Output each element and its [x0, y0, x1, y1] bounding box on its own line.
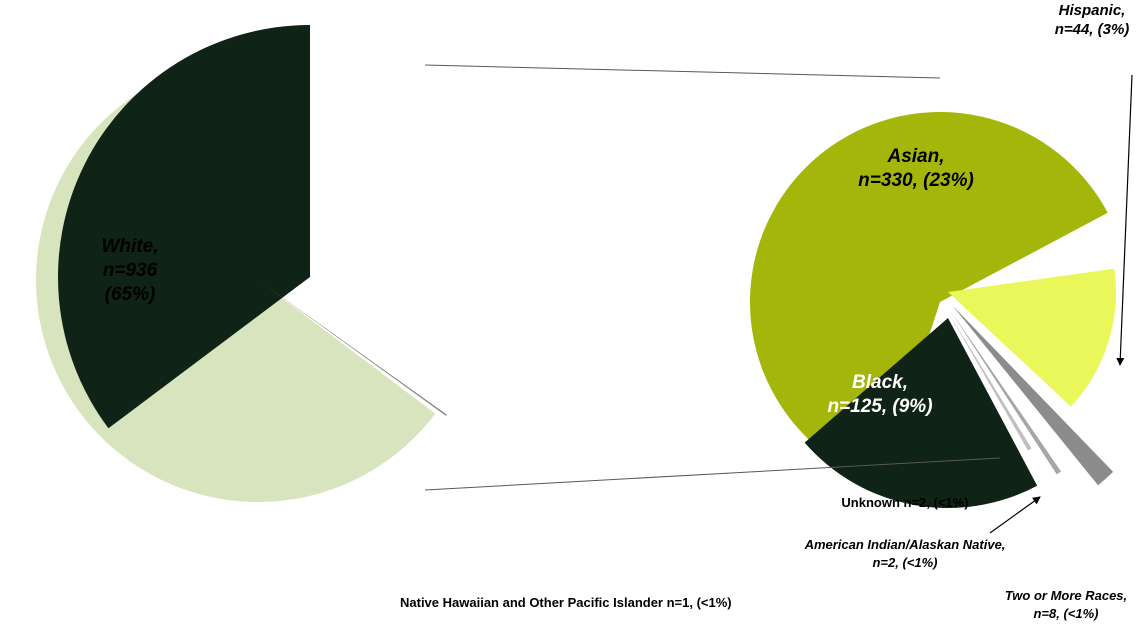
slice-two-or-more — [952, 305, 1114, 486]
label-black-line: Black, — [852, 372, 908, 393]
slice-black — [804, 318, 1038, 508]
label-white: White, n=936 (65%) — [102, 236, 159, 305]
label-white-line: (65%) — [105, 284, 156, 305]
label-minorities-line: (35%) — [397, 284, 448, 305]
label-aian-line: American Indian/Alaskan Native, — [804, 537, 1006, 552]
label-hispanic-line: Hispanic, — [1059, 2, 1126, 19]
label-aian-line: n=2, (<1%) — [872, 555, 937, 570]
slices-layer — [36, 25, 1117, 508]
label-minorities-line: n=510, — [392, 260, 452, 281]
slice-minorities — [58, 25, 310, 429]
label-unknown: Unknown n=2, (<1%) — [841, 495, 968, 510]
label-asian-line: n=330, (23%) — [858, 170, 974, 191]
label-black: Black, n=125, (9%) — [827, 372, 932, 417]
leader-hispanic — [1116, 74, 1133, 366]
slice-asian — [749, 111, 1108, 483]
label-two-or-more: Two or More Races, n=8, (<1%) — [1005, 588, 1127, 621]
connectors-layer — [424, 64, 1133, 534]
slice-unknown — [948, 312, 1032, 451]
label-nhpi: Native Hawaiian and Other Pacific Island… — [400, 595, 732, 610]
slice-nhpi — [258, 280, 447, 416]
label-white-line: n=936 — [103, 260, 158, 281]
labels-layer: White, n=936 (65%) Minorities, n=510, (35%) Na… — [102, 2, 1130, 621]
label-two-or-more-line: n=8, (<1%) — [1033, 606, 1098, 621]
label-nhpi-line: Native Hawaiian and Other Pacific Island… — [400, 595, 732, 610]
label-aian: American Indian/Alaskan Native, n=2, (<1%… — [804, 537, 1006, 570]
label-black-line: n=125, (9%) — [827, 396, 932, 417]
label-unknown-line: Unknown n=2, (<1%) — [841, 495, 968, 510]
slice-hispanic — [948, 268, 1117, 407]
label-two-or-more-line: Two or More Races, — [1005, 588, 1127, 603]
connector-bottom — [424, 457, 1001, 491]
label-white-line: White, — [102, 236, 159, 257]
connector-top — [424, 64, 941, 79]
label-minorities-line: Minorities, — [374, 236, 469, 257]
slice-aian — [950, 310, 1062, 475]
leader-aian — [989, 496, 1041, 534]
label-hispanic: Hispanic, n=44, (3%) — [1055, 2, 1130, 38]
label-asian-line: Asian, — [886, 146, 944, 167]
label-hispanic-line: n=44, (3%) — [1055, 21, 1130, 38]
label-asian: Asian, n=330, (23%) — [858, 146, 974, 191]
label-minorities: Minorities, n=510, (35%) — [374, 236, 469, 305]
